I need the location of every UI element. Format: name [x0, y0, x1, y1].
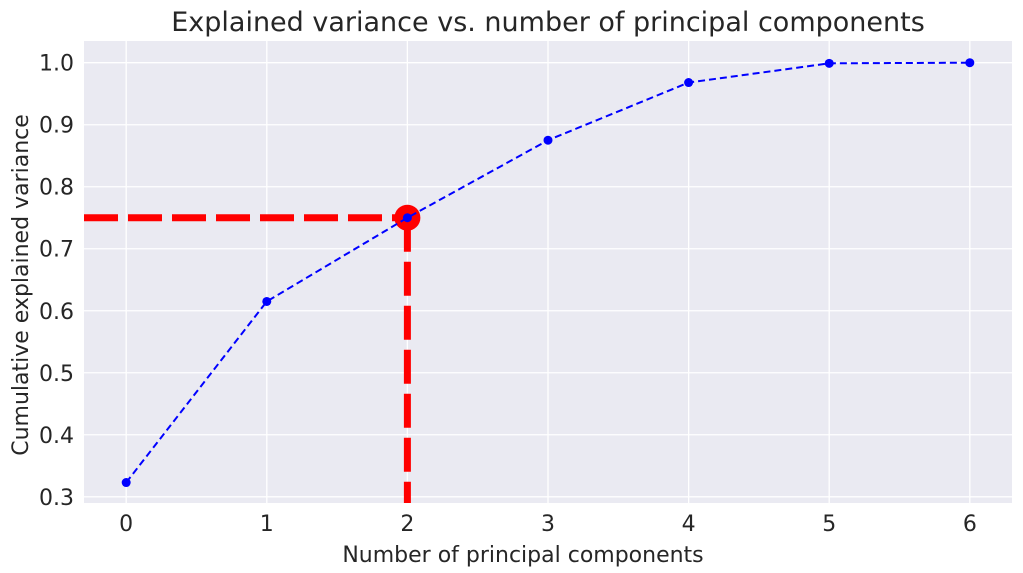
- x-tick-labels: 0 1 2 3 4 5 6: [119, 512, 977, 537]
- y-tick-label: 0.7: [39, 238, 74, 263]
- y-tick-label: 0.5: [39, 362, 74, 387]
- y-tick-label: 1.0: [39, 52, 74, 77]
- data-point: [824, 58, 834, 68]
- data-point: [402, 213, 412, 223]
- x-axis-label: Number of principal components: [342, 543, 703, 568]
- y-tick-label: 0.9: [39, 114, 74, 139]
- y-tick-label: 0.8: [39, 176, 74, 201]
- y-tick-labels: 0.3 0.4 0.5 0.6 0.7 0.8 0.9 1.0: [39, 52, 74, 511]
- x-tick-label: 4: [682, 512, 696, 537]
- x-tick-label: 3: [541, 512, 555, 537]
- data-point: [543, 135, 553, 145]
- y-tick-label: 0.6: [39, 300, 74, 325]
- x-tick-label: 1: [260, 512, 274, 537]
- grid: [84, 41, 1012, 503]
- data-point: [965, 58, 975, 68]
- chart-title: Explained variance vs. number of princip…: [171, 7, 925, 38]
- y-tick-label: 0.3: [39, 486, 74, 511]
- y-tick-label: 0.4: [39, 424, 74, 449]
- data-point: [121, 478, 131, 488]
- x-tick-label: 2: [400, 512, 414, 537]
- data-point: [262, 296, 272, 306]
- data-point: [684, 78, 694, 88]
- x-tick-label: 5: [822, 512, 836, 537]
- y-axis-label: Cumulative explained variance: [9, 114, 34, 456]
- series-group: [121, 58, 975, 488]
- x-tick-label: 0: [119, 512, 133, 537]
- x-tick-label: 6: [963, 512, 977, 537]
